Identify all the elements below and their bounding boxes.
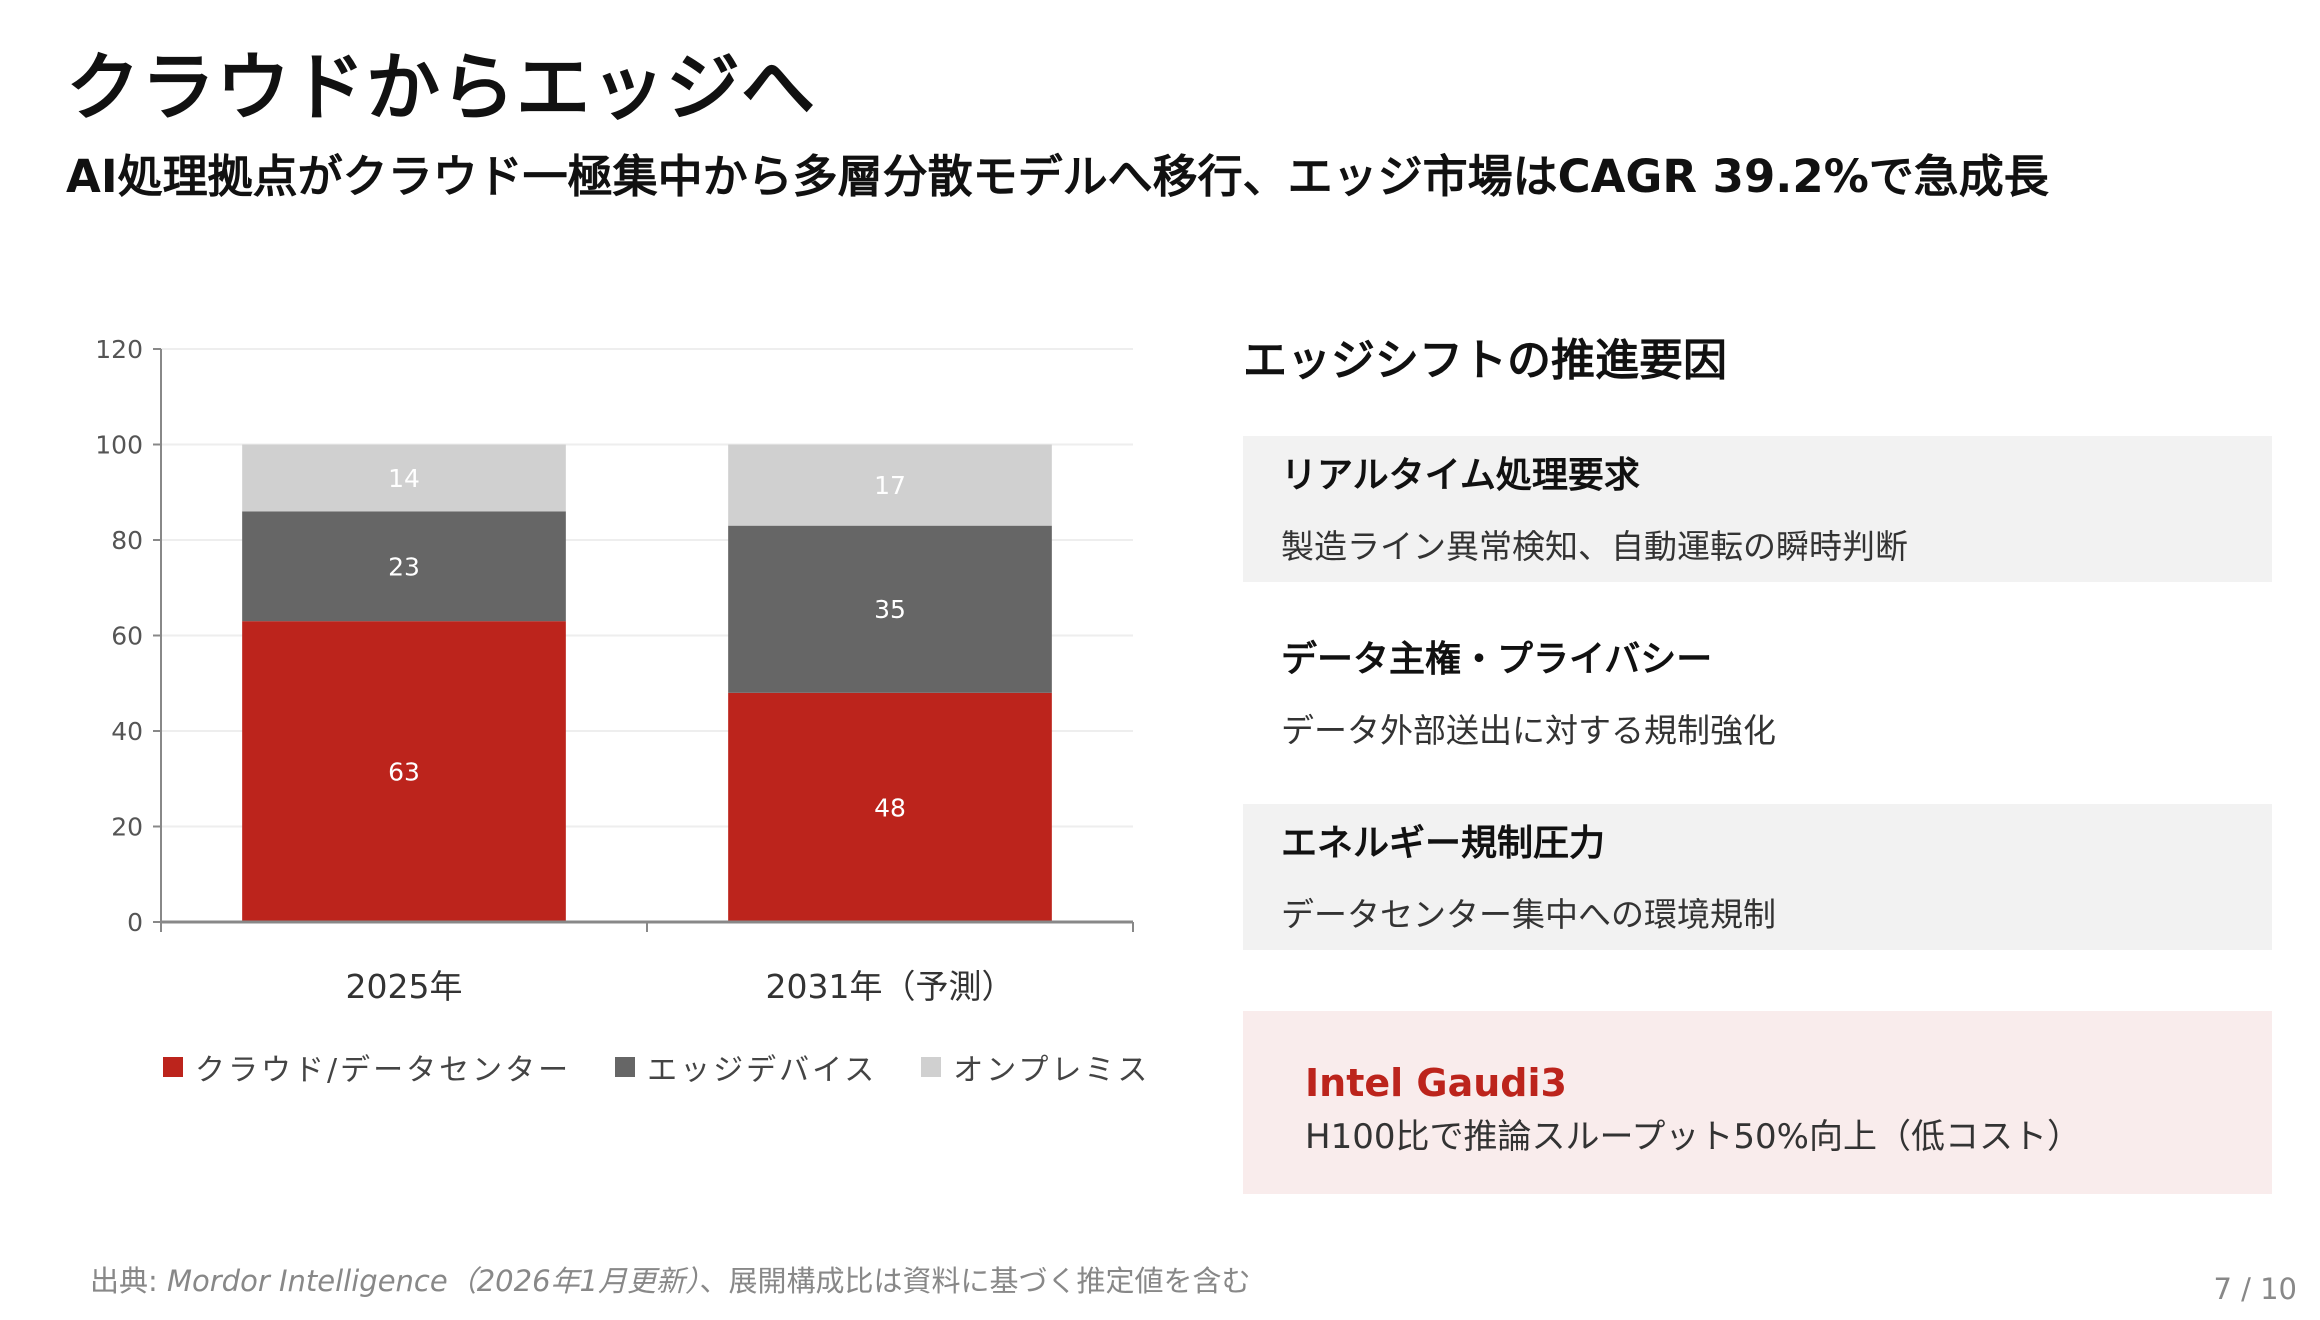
data-label: 17 [874,471,906,500]
slide-subtitle: AI処理拠点がクラウド一極集中から多層分散モデルへ移行、エッジ市場はCAGR 3… [66,150,2049,203]
source-note: 出典: Mordor Intelligence（2026年1月更新）、展開構成比… [90,1258,1250,1300]
bar-segment [242,444,566,512]
legend-item-cloud: クラウド/データセンター [163,1045,571,1089]
legend-label: オンプレミス [953,1053,1151,1088]
card-body: 製造ライン異常検知、自動運転の瞬時判断 [1281,527,1908,566]
legend-swatch [615,1057,636,1077]
data-label: 23 [388,552,420,581]
card-title: エネルギー規制圧力 [1281,823,1606,864]
page-number: 7 / 10 [2213,1272,2297,1306]
bar-segment [242,621,566,922]
driver-card-realtime: リアルタイム処理要求 製造ライン異常検知、自動運転の瞬時判断 [1243,436,2272,582]
data-label: 48 [874,793,906,822]
legend-swatch [921,1057,942,1077]
card-body: データセンター集中への環境規制 [1281,895,1776,934]
source-name: Mordor Intelligence（2026年1月更新） [167,1264,700,1298]
x-tick-label: 2025年 [346,967,463,1006]
bar-segment [728,444,1052,526]
data-label: 35 [874,595,906,624]
highlight-body: H100比で推論スループット50%向上（低コスト） [1305,1117,2081,1157]
chart-legend: クラウド/データセンター エッジデバイス オンプレミス [163,1045,1150,1089]
card-title: データ主権・プライバシー [1281,639,1713,680]
data-label: 63 [388,758,420,787]
y-tick-label: 80 [111,526,143,555]
legend-swatch [163,1057,183,1077]
bar-segment [242,511,566,622]
source-prefix: 出典: [90,1264,167,1298]
highlight-box: Intel Gaudi3 H100比で推論スループット50%向上（低コスト） [1243,1011,2272,1194]
legend-label: エッジデバイス [647,1053,878,1088]
x-tick-label: 2031年（予測） [766,967,1015,1006]
y-tick-label: 0 [127,908,143,937]
drivers-heading: エッジシフトの推進要因 [1243,335,1727,386]
y-tick-label: 60 [111,622,143,651]
y-tick-label: 20 [111,813,143,842]
y-tick-label: 40 [111,717,143,746]
bar-segment [728,692,1052,922]
slide-title: クラウドからエッジへ [66,45,816,131]
driver-card-privacy: データ主権・プライバシー データ外部送出に対する規制強化 [1243,620,2272,766]
card-body: データ外部送出に対する規制強化 [1281,711,1776,750]
card-title: リアルタイム処理要求 [1281,455,1640,496]
y-tick-label: 100 [95,431,143,460]
stacked-bar-chart: 0 20 40 60 80 100 120 63 23 14 2025年 48 35 17 2031年（予測… [95,335,1134,1006]
y-tick-label: 120 [95,335,143,364]
legend-item-onprem: オンプレミス [921,1045,1150,1089]
legend-item-edge: エッジデバイス [615,1045,877,1089]
bar-segment [728,525,1052,693]
highlight-title: Intel Gaudi3 [1305,1061,1567,1105]
data-label: 14 [388,464,420,493]
source-suffix: 、展開構成比は資料に基づく推定値を含む [699,1264,1251,1298]
legend-label: クラウド/データセンター [195,1053,572,1088]
driver-card-energy: エネルギー規制圧力 データセンター集中への環境規制 [1243,804,2272,950]
